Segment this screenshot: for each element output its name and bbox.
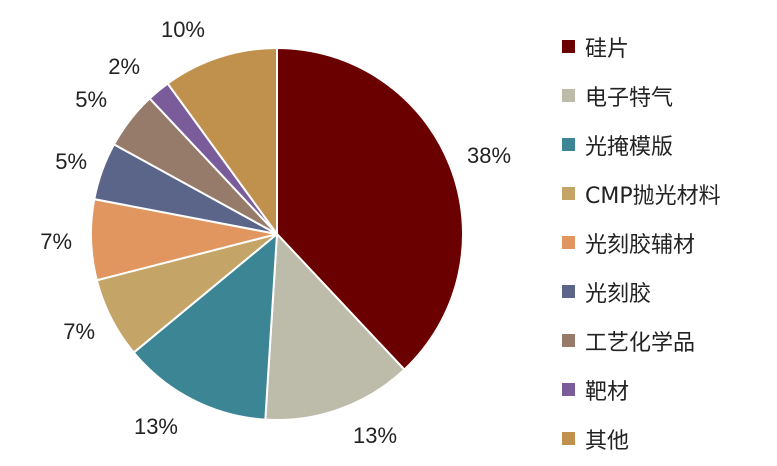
legend-item: 其他	[562, 414, 721, 463]
legend-label: 工艺化学品	[585, 330, 696, 356]
legend-swatch	[562, 236, 575, 249]
pie-slice-label: 5%	[55, 149, 87, 174]
legend-label: 光掩模版	[585, 134, 674, 160]
legend-item: 电子特气	[562, 71, 721, 120]
legend-swatch	[562, 334, 575, 347]
legend-item: 光掩模版	[562, 120, 721, 169]
pie-chart: 38%13%13%7%7%5%5%2%10%	[40, 17, 511, 448]
legend: 硅片电子特气光掩模版 CMP抛光材料 光刻胶辅材光刻胶工艺化学品靶材其他	[562, 22, 721, 463]
legend-swatch	[562, 40, 575, 53]
legend-item: 靶材	[562, 365, 721, 414]
pie-slice-label: 13%	[134, 414, 178, 439]
legend-item: 光刻胶辅材	[562, 218, 721, 267]
legend-swatch	[562, 187, 575, 200]
legend-label: 其他	[585, 428, 630, 454]
legend-swatch	[562, 138, 575, 151]
pie-slice-label: 13%	[353, 423, 397, 448]
legend-label: CMP抛光材料	[585, 183, 721, 209]
pie-slice-label: 7%	[40, 229, 72, 254]
pie-slice	[264, 231, 406, 421]
legend-label: 光刻胶	[585, 281, 652, 307]
pie-slice-label: 10%	[161, 17, 205, 42]
legend-label: 光刻胶辅材	[585, 232, 696, 258]
pie-labels: 38%13%13%7%7%5%5%2%10%	[40, 17, 511, 448]
pie-slices	[90, 46, 464, 421]
legend-label: 电子特气	[585, 85, 674, 111]
pie-slice	[276, 46, 464, 372]
legend-item: 工艺化学品	[562, 316, 721, 365]
legend-swatch	[562, 383, 575, 396]
legend-item: 硅片	[562, 22, 721, 71]
legend-item: 光刻胶	[562, 267, 721, 316]
legend-item: CMP抛光材料	[562, 169, 721, 218]
pie-slice-label: 38%	[467, 143, 511, 168]
pie-slice	[132, 231, 279, 421]
pie-slice	[166, 46, 278, 238]
pie-slice-label: 2%	[108, 54, 140, 79]
legend-swatch	[562, 285, 575, 298]
pie-slice-label: 5%	[75, 87, 107, 112]
legend-label: 硅片	[585, 36, 630, 62]
legend-label: 靶材	[585, 379, 630, 405]
pie-slice-label: 7%	[63, 319, 95, 344]
legend-swatch	[562, 432, 575, 445]
legend-swatch	[562, 89, 575, 102]
